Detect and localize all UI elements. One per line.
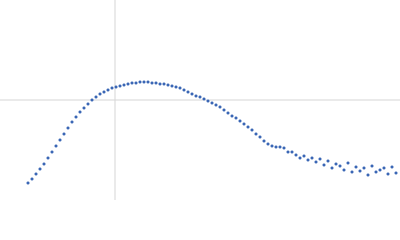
point <box>158 82 162 86</box>
point <box>362 166 366 170</box>
point <box>122 83 126 87</box>
point <box>126 82 130 86</box>
point <box>146 80 150 84</box>
point <box>106 88 110 92</box>
point <box>54 144 58 148</box>
point <box>118 84 122 88</box>
point <box>314 160 318 164</box>
page: {"chart_data": {"type": "scatter", "colo… <box>0 0 400 200</box>
point <box>378 168 382 172</box>
point <box>50 150 54 154</box>
point <box>142 80 146 84</box>
point <box>174 85 178 89</box>
point <box>42 162 46 166</box>
point <box>318 157 322 161</box>
point <box>386 172 390 176</box>
point <box>258 135 262 139</box>
point <box>90 98 94 102</box>
point <box>242 122 246 126</box>
point <box>354 165 358 169</box>
point <box>162 82 166 86</box>
point <box>238 119 242 123</box>
point <box>218 105 222 109</box>
point <box>170 84 174 88</box>
point <box>62 132 66 136</box>
point <box>338 164 342 168</box>
point <box>274 145 278 149</box>
point <box>30 177 34 181</box>
point <box>246 125 250 129</box>
point <box>98 92 102 96</box>
point <box>74 115 78 119</box>
point <box>202 97 206 101</box>
point <box>102 90 106 94</box>
point <box>190 92 194 96</box>
point <box>82 106 86 110</box>
point <box>134 81 138 85</box>
point <box>26 181 30 185</box>
point <box>34 172 38 176</box>
point <box>254 132 258 136</box>
point <box>346 161 350 165</box>
point <box>130 81 134 85</box>
point <box>94 95 98 99</box>
point <box>70 120 74 124</box>
point <box>366 173 370 177</box>
point <box>334 162 338 166</box>
point <box>226 111 230 115</box>
point <box>270 144 274 148</box>
point <box>234 116 238 120</box>
point <box>394 171 398 175</box>
point <box>166 83 170 87</box>
point <box>278 145 282 149</box>
point <box>266 142 270 146</box>
point <box>370 164 374 168</box>
point <box>330 166 334 170</box>
point <box>298 156 302 160</box>
point <box>250 128 254 132</box>
point <box>306 158 310 162</box>
point <box>154 81 158 85</box>
point <box>186 90 190 94</box>
point <box>350 170 354 174</box>
point <box>78 110 82 114</box>
point <box>222 108 226 112</box>
point <box>206 99 210 103</box>
point <box>66 126 70 130</box>
point <box>390 165 394 169</box>
point <box>230 114 234 118</box>
point <box>138 80 142 84</box>
point <box>110 86 114 90</box>
point <box>382 166 386 170</box>
point <box>182 88 186 92</box>
point <box>46 156 50 160</box>
point <box>86 102 90 106</box>
point <box>214 103 218 107</box>
point <box>322 163 326 167</box>
point <box>38 167 42 171</box>
point <box>58 138 62 142</box>
point <box>326 159 330 163</box>
point <box>114 85 118 89</box>
chart <box>0 0 400 200</box>
point <box>178 86 182 90</box>
point <box>290 150 294 154</box>
point <box>210 101 214 105</box>
point <box>194 94 198 98</box>
point <box>302 154 306 158</box>
point <box>282 146 286 150</box>
point <box>198 95 202 99</box>
point <box>374 170 378 174</box>
point <box>286 150 290 154</box>
point <box>342 168 346 172</box>
point <box>150 81 154 85</box>
point <box>310 156 314 160</box>
point <box>294 153 298 157</box>
point <box>262 139 266 143</box>
point <box>358 169 362 173</box>
